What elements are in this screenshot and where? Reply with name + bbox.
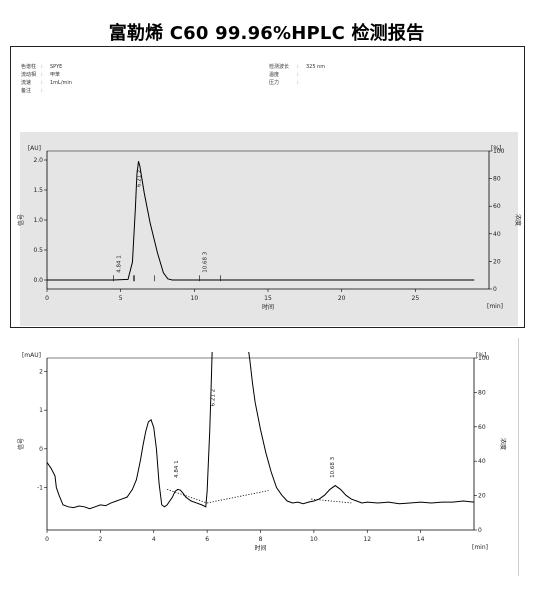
chart-2-peak-label: 10.68 3 [330, 456, 336, 477]
chart-2-y2-tick-label: 60 [478, 424, 486, 431]
meta-mobile-phase-row: 流动相: 甲苯 [21, 72, 61, 78]
meta-value: 1mL/min [50, 80, 72, 86]
chart-2-y-tick-label: 2 [39, 369, 43, 376]
chart-2-y2-unit-label: [%] [476, 352, 486, 359]
chart-1-y-axis-label: 信号 [17, 214, 25, 226]
chart-1-y-unit-label: [AU] [28, 145, 41, 152]
meta-label: 流动相 [21, 72, 37, 78]
meta-label: 备注 [21, 88, 32, 94]
chart-2-y2-axis-label: 浓度 [499, 438, 507, 450]
divider [518, 338, 519, 576]
meta-label: 温度 [269, 72, 280, 78]
chart-2-integration-baseline [207, 490, 269, 504]
meta-value: 325 nm [306, 64, 326, 70]
chart-1-peak-label: 10.68 3 [202, 251, 208, 272]
chart-2-y-tick-label: 1 [39, 407, 43, 414]
chart-2-integration-baseline [311, 498, 352, 504]
chart-1-y2-tick-label: 100 [493, 148, 505, 155]
chart-2-peak-label: 4.84 1 [174, 460, 180, 478]
chart-1-y2-tick-label: 20 [493, 258, 501, 265]
chart-1-peak-label: 6.21 2 [136, 170, 142, 188]
chart-1-x-tick-label: 15 [264, 295, 272, 302]
chart-1-signal-trace [47, 161, 475, 281]
chart-1-y2-unit-label: [%] [491, 145, 501, 152]
chart-2-y2-tick-label: 40 [478, 458, 486, 465]
chart-1-x-tick-label: 20 [338, 295, 346, 302]
chart-1-x-tick-label: 10 [191, 295, 199, 302]
chart-2-y2-tick-label: 100 [478, 355, 490, 362]
chart-2-x-tick-label: 12 [363, 536, 371, 543]
chart-2-signal-trace [47, 352, 474, 510]
chart-2-x-tick-label: 2 [98, 536, 102, 543]
meta-label: 检测波长 [269, 64, 290, 70]
chart-2-y2-tick-label: 20 [478, 493, 486, 500]
meta-pressure-row: 压力: [269, 80, 299, 86]
chart-1-y2-tick-label: 60 [493, 203, 501, 210]
chart-2-y-tick-label: 0 [39, 446, 43, 453]
chart-1-x-axis-label: 时间 [262, 303, 274, 311]
chart-1-y-tick-label: 0.5 [33, 247, 43, 254]
meta-wavelength-row: 检测波长:325 nm [269, 64, 326, 70]
chart-1-x-tick-label: 25 [412, 295, 420, 302]
chart-1-y-tick-label: 1.0 [33, 217, 43, 224]
chart-2-x-tick-label: 10 [310, 536, 318, 543]
chart-2-y-unit-label: [mAU] [22, 352, 41, 359]
chart-1-y2-tick-label: 0 [493, 286, 497, 293]
chart-1-x-unit-label: [min] [487, 303, 503, 310]
chart-1-y-tick-label: 2.0 [33, 157, 43, 164]
chart-1-y2-axis-label: 浓度 [514, 214, 522, 226]
meta-value: 甲苯 [50, 72, 61, 78]
chart-2-x-tick-label: 14 [417, 536, 425, 543]
chart-1-x-tick-label: 0 [45, 295, 49, 302]
chart-1-peak-label: 4.84 1 [116, 255, 122, 273]
chart-2-x-tick-label: 0 [45, 536, 49, 543]
chart-2-peak-label: 6.21 2 [211, 389, 217, 407]
meta-temperature-row: 温度: [269, 72, 299, 78]
report-title: 富勒烯 C60 99.96%HPLC 检测报告 [108, 23, 425, 44]
chart-2-y2-tick-label: 80 [478, 389, 486, 396]
chart-2-y-tick-label: -1 [37, 484, 43, 491]
meta-notes-row: 备注: [21, 88, 43, 94]
chart-2-x-tick-label: 4 [152, 536, 156, 543]
chart-2-x-unit-label: [min] [472, 544, 488, 551]
meta-label: 压力 [269, 80, 280, 86]
meta-label: 色谱柱 [21, 64, 37, 70]
meta-column-row: 色谱柱: SPYE [21, 64, 63, 70]
chart-1-y-tick-label: 1.5 [33, 187, 43, 194]
chart-1-y-tick-label: 0.0 [33, 277, 43, 284]
chart-2-x-tick-label: 6 [205, 536, 209, 543]
chart-1-x-tick-label: 5 [119, 295, 123, 302]
chart-2-x-axis-label: 时间 [254, 544, 266, 552]
chart-1-y2-tick-label: 80 [493, 176, 501, 183]
chart-2-x-tick-label: 8 [259, 536, 263, 543]
chart-1-y2-tick-label: 40 [493, 231, 501, 238]
chart-1-background [20, 132, 518, 326]
chart-2-y2-tick-label: 0 [478, 527, 482, 534]
meta-flow-row: 流速:1mL/min [21, 80, 72, 86]
meta-value: SPYE [50, 64, 63, 70]
chromatogram-panel-1: 色谱柱: SPYE 流动相: 甲苯 流速:1mL/min 备注: 检测波长:325 … [10, 46, 525, 328]
meta-label: 流速 [21, 80, 32, 86]
chart-2-y-axis-label: 信号 [17, 438, 25, 450]
